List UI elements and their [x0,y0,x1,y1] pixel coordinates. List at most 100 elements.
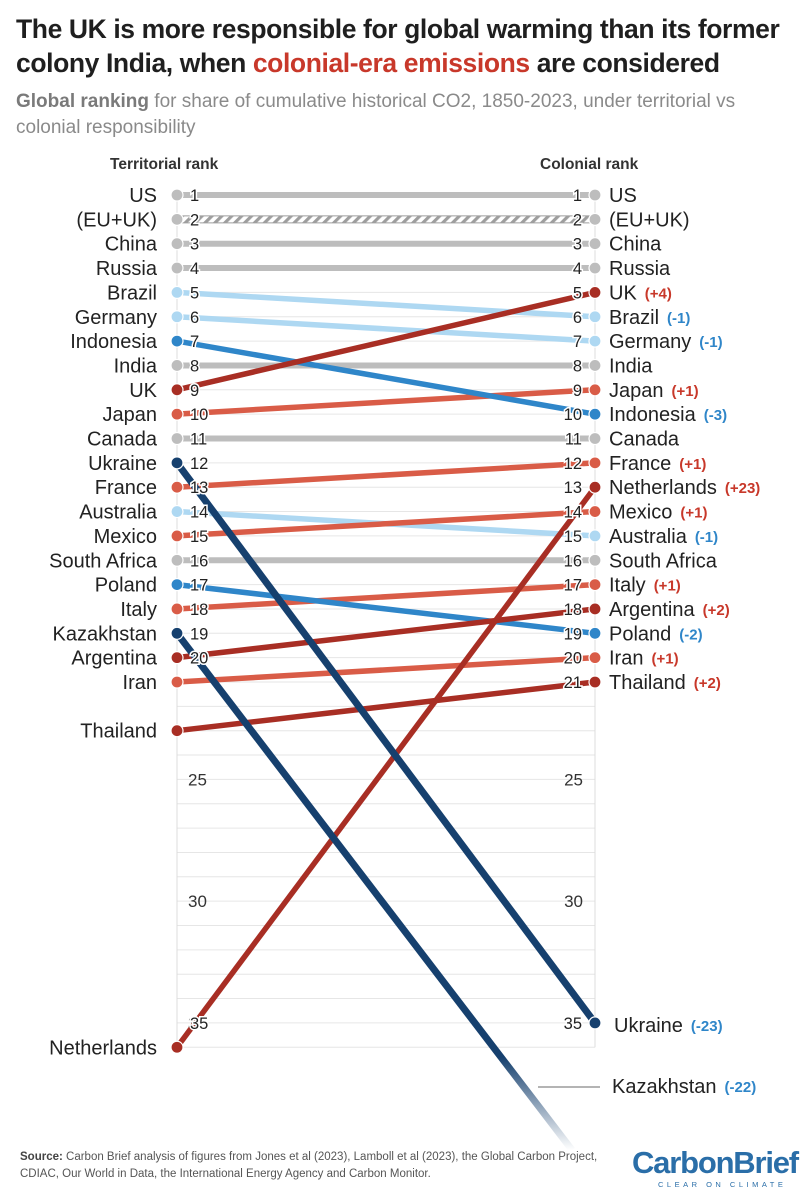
dot-right-uk [588,285,602,299]
dot-left-russia [170,261,184,275]
rank-right-italy: 17 [564,577,582,595]
rank-right-ukraine: 35 [564,1015,582,1033]
rank-right-mexico: 14 [564,504,582,522]
rank-right-iran: 20 [564,650,582,668]
dot-left-uk [170,383,184,397]
dot-right-italy [588,577,602,592]
change-thailand: (+2) [694,675,721,692]
line-uk [176,289,596,393]
line-mexico [176,508,596,539]
rank-right-germany: 7 [573,333,582,351]
source-note: Source: Carbon Brief analysis of figures… [20,1151,598,1180]
change-kazakhstan: (-22) [725,1079,757,1096]
carbon-brief-logo: CarbonBrief CLEAR ON CLIMATE [632,1145,799,1190]
rank-right-china: 3 [573,236,582,254]
label-left-us: US [129,185,157,207]
rank-right-russia: 4 [573,260,582,278]
dot-right-japan [588,383,602,397]
rank-left-russia: 4 [190,260,199,278]
label-right-ukraine: Ukraine [614,1015,683,1037]
change-poland: (-2) [679,626,702,643]
label-right-netherlands: Netherlands [609,477,717,499]
rank-left-us: 1 [190,187,199,205]
dot-left-eu-uk [170,212,184,226]
dot-right-china [588,237,602,251]
dot-left-china [170,237,184,251]
dot-left-netherlands [170,1040,184,1054]
label-right-us: US [609,185,637,207]
dot-left-canada [170,431,184,446]
rank-left-australia: 14 [190,504,208,522]
label-right-germany: Germany [609,331,691,353]
label-left-brazil: Brazil [107,282,157,304]
label-left-poland: Poland [95,575,157,597]
label-left-argentina: Argentina [71,648,157,670]
rank-right-canada: 11 [565,431,582,449]
rank-left-kazakhstan: 19 [190,625,208,643]
label-left-uk: UK [129,380,157,402]
rank-left-indonesia: 7 [190,333,199,351]
change-australia: (-1) [695,529,718,546]
label-left-russia: Russia [96,258,158,280]
label-left-germany: Germany [75,307,157,329]
right-axis-label: Colonial rank [540,156,639,173]
dot-left-mexico [170,529,184,543]
rank-left-mexico: 15 [190,528,208,546]
line-netherlands [174,485,598,1049]
y-tick-label-left: 35 [188,1014,207,1033]
dot-right-indonesia [588,407,602,421]
rank-left-canada: 11 [190,431,207,449]
rank-left-japan: 10 [190,406,208,424]
dot-left-thailand [170,724,184,738]
left-axis-label: Territorial rank [110,156,219,173]
change-netherlands: (+23) [725,480,760,497]
dot-left-poland [170,577,184,592]
change-argentina: (+2) [703,602,730,619]
change-ukraine: (-23) [691,1018,723,1035]
dot-left-germany [170,310,184,324]
label-right-india: India [609,355,653,377]
y-tick-label-right: 35 [564,1014,583,1033]
title-highlight: colonial-era emissions [252,48,530,78]
label-right-eu-uk: (EU+UK) [609,209,690,231]
rank-left-germany: 6 [190,309,199,327]
dot-right-us [588,188,602,202]
line-ukraine [174,460,598,1025]
dot-right-russia [588,261,602,275]
dot-left-iran [170,675,184,689]
label-right-argentina: Argentina [609,599,695,621]
label-right-thailand: Thailand [609,672,686,694]
label-right-kazakhstan: Kazakhstan [612,1076,717,1098]
label-left-eu-uk: (EU+UK) [76,209,157,231]
label-left-indonesia: Indonesia [70,331,158,353]
label-left-china: China [105,234,158,256]
label-left-mexico: Mexico [94,526,157,548]
label-left-india: India [114,355,158,377]
dot-left-italy [170,602,184,616]
dot-right-germany [588,334,602,348]
dot-right-netherlands [588,480,602,494]
dot-left-india [170,358,184,373]
rank-left-ukraine: 12 [190,455,208,473]
dot-right-india [588,358,602,373]
label-right-australia: Australia [609,526,688,548]
dot-left-france [170,480,184,494]
rank-right-indonesia: 10 [564,406,582,424]
dot-left-japan [170,407,184,421]
rank-right-thailand: 21 [564,674,582,692]
line-kazakhstan [174,631,575,1153]
label-right-south-africa: South Africa [609,550,718,572]
label-left-ukraine: Ukraine [88,453,157,475]
dot-right-brazil [588,310,602,324]
label-right-france: France [609,453,671,475]
rank-left-poland: 17 [190,577,208,595]
dot-right-eu-uk [588,212,602,226]
change-germany: (-1) [699,334,722,351]
dot-left-australia [170,504,184,519]
rank-right-south-africa: 16 [564,552,582,570]
change-indonesia: (-3) [704,407,727,424]
dot-left-us [170,188,184,202]
dot-right-argentina [588,602,602,616]
